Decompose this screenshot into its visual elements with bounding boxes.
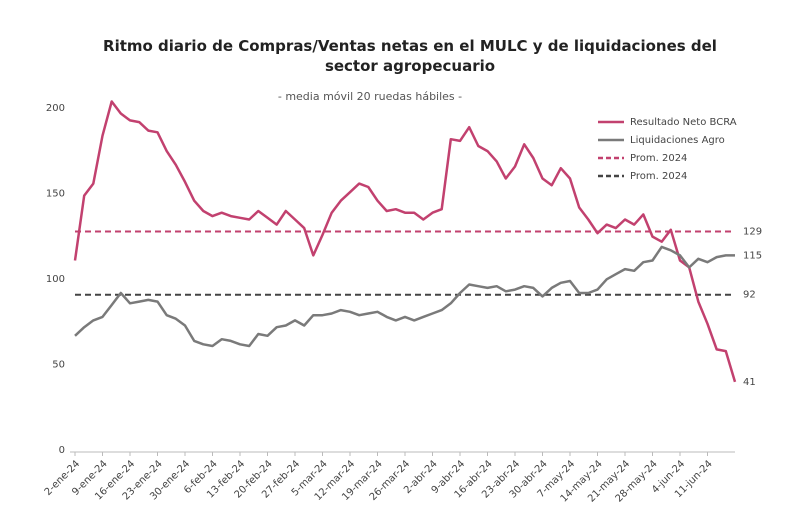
legend-label: Liquidaciones Agro xyxy=(630,135,725,146)
y-tick-label: 150 xyxy=(46,189,65,200)
y-tick-label: 0 xyxy=(59,445,65,456)
legend-label: Prom. 2024 xyxy=(630,171,687,182)
end-label: 41 xyxy=(743,377,756,388)
reference-label: 129 xyxy=(743,226,762,237)
end-label: 115 xyxy=(743,250,762,261)
series-line xyxy=(73,100,737,383)
y-tick-label: 200 xyxy=(46,103,65,114)
chart-title: Ritmo diario de Compras/Ventas netas en … xyxy=(103,37,717,75)
reference-label: 92 xyxy=(743,290,756,301)
y-tick-label: 100 xyxy=(46,274,65,285)
series-line xyxy=(74,245,735,348)
chart-subtitle: - media móvil 20 ruedas hábiles - xyxy=(278,90,462,103)
legend-label: Resultado Neto BCRA xyxy=(630,117,737,128)
y-tick-label: 50 xyxy=(52,360,65,371)
legend-label: Prom. 2024 xyxy=(630,153,687,164)
